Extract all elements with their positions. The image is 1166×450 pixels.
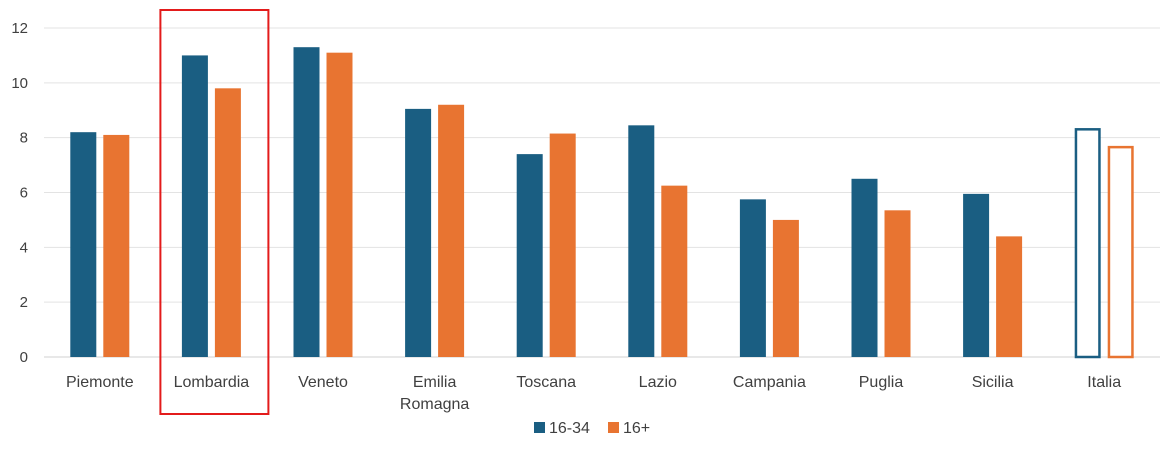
bar-16-34-italia (1074, 128, 1101, 359)
gridlines (44, 27, 1160, 358)
x-tick-label: Sicilia (972, 374, 1014, 391)
x-tick-label: Lazio (639, 374, 677, 391)
y-axis: 0 2 4 6 8 10 12 (11, 20, 28, 366)
bar-16-34-sicilia (963, 193, 990, 357)
legend: 16-34 16+ (534, 420, 650, 437)
bar-16+-campania (772, 219, 799, 357)
bar-16+-emilia-romagna (438, 104, 465, 358)
y-tick-label: 12 (11, 20, 28, 37)
bar-16+-sicilia (996, 236, 1023, 357)
x-tick-label: Emilia Romagna (400, 374, 469, 413)
bar-16-34-veneto (293, 47, 320, 358)
x-tick-label: Lombardia (174, 374, 250, 391)
legend-label: 16-34 (549, 420, 590, 437)
bar-16+-puglia (884, 210, 911, 357)
highlight-box (159, 9, 270, 415)
bar-16-34-piemonte (70, 132, 97, 357)
bar-16-34-toscana (516, 154, 543, 357)
x-axis: Piemonte Lombardia Veneto Emilia Romagna Tosc… (66, 374, 1121, 413)
x-tick-label: Veneto (298, 374, 348, 391)
y-tick-label: 0 (20, 349, 28, 366)
y-tick-label: 10 (11, 75, 28, 92)
x-tick-label: Italia (1087, 374, 1121, 391)
y-tick-label: 2 (20, 294, 28, 311)
x-tick-label: Puglia (859, 374, 904, 391)
bar-16+-toscana (549, 133, 576, 357)
highlight-box-group (159, 9, 270, 415)
legend-swatch (534, 422, 545, 433)
legend-label: 16+ (623, 420, 650, 437)
bar-16-34-emilia-romagna (405, 108, 432, 357)
bar-16+-veneto (326, 52, 353, 358)
bar-16+-lazio (661, 185, 688, 357)
y-tick-label: 8 (20, 130, 28, 147)
bar-16+-piemonte (103, 134, 130, 357)
x-tick-label: Piemonte (66, 374, 134, 391)
y-tick-label: 4 (20, 239, 28, 256)
bar-16-34-lazio (628, 125, 655, 358)
x-tick-label: Toscana (516, 374, 576, 391)
bar-16+-lombardia (214, 88, 241, 358)
bar-16+-italia (1107, 145, 1134, 359)
bars (70, 47, 1134, 359)
bar-16-34-puglia (851, 178, 878, 357)
x-tick-label: Campania (733, 374, 806, 391)
bar-16-34-campania (739, 199, 766, 357)
y-tick-label: 6 (20, 185, 28, 202)
legend-swatch (608, 422, 619, 433)
bar-16-34-lombardia (181, 55, 208, 358)
